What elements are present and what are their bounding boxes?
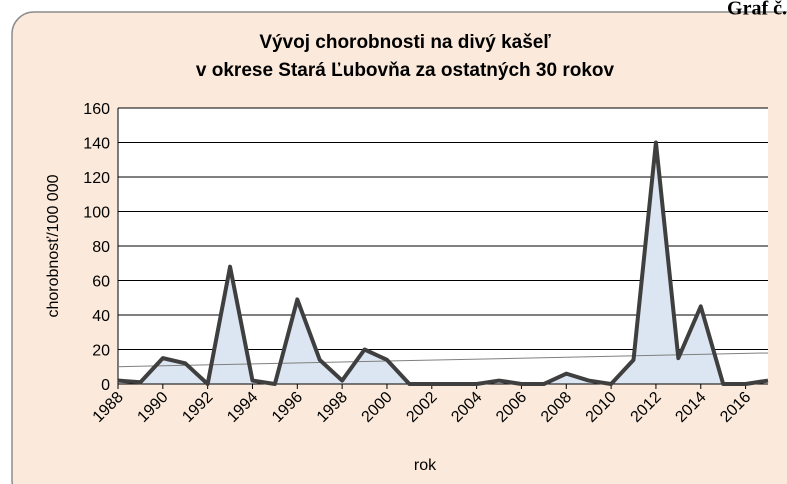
caption: Graf č. bbox=[727, 0, 787, 20]
x-axis-label: rok bbox=[414, 457, 437, 474]
y-tick-label: 120 bbox=[83, 170, 110, 187]
y-tick-label: 160 bbox=[83, 101, 110, 118]
y-tick-label: 100 bbox=[83, 205, 110, 222]
line bbox=[117, 140, 769, 386]
trendline bbox=[117, 352, 769, 368]
y-tick-label: 40 bbox=[92, 308, 110, 325]
y-tick-label: 0 bbox=[101, 377, 110, 394]
y-tick-label: 140 bbox=[83, 136, 110, 153]
y-tick-label: 60 bbox=[92, 274, 110, 291]
chart-title: v okrese Stará Ľubovňa za ostatných 30 r… bbox=[196, 60, 615, 81]
area bbox=[118, 142, 768, 384]
chart-title: Vývoj chorobnosti na divý kašeľ bbox=[259, 32, 551, 53]
y-axis-label: chorobnosť/100 000 bbox=[45, 174, 62, 317]
y-tick-label: 20 bbox=[92, 343, 110, 360]
y-tick-label: 80 bbox=[92, 239, 110, 256]
